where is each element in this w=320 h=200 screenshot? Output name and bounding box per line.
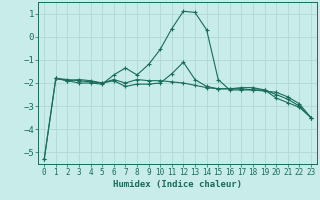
X-axis label: Humidex (Indice chaleur): Humidex (Indice chaleur) [113,180,242,189]
